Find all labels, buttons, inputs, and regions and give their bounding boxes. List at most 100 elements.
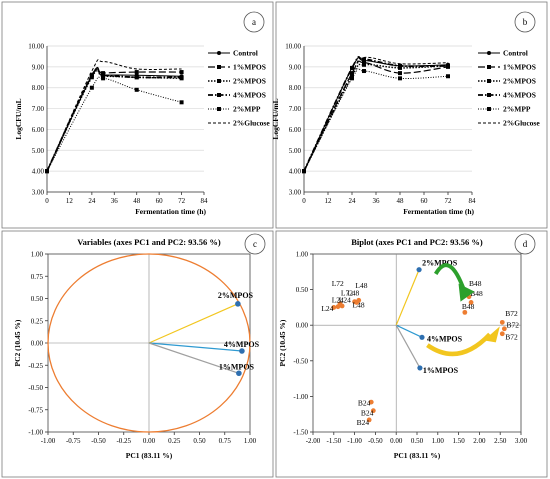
panel-d-green-arrow [433,263,467,293]
panel-c-y-tick-label: -0.25 [28,362,43,370]
panel-a-x-tick-label: 72 [178,197,186,205]
panel-d-y-tick-label: 0.00 [296,322,309,330]
panel-a-y-tick-label: 3.00 [32,189,45,197]
panel-b-series-line [303,67,449,172]
panel-b-data-point [350,71,354,76]
panel-a-x-tick-label: 36 [111,197,119,205]
panel-letter-a-badge: a [243,11,265,33]
panel-c-vector-label: 1%MPOS [219,362,255,371]
panel-a-x-axis-title: Fermentation time (h) [135,207,206,216]
panel-d-x-tick-label: -0.50 [368,437,383,445]
panel-b-data-point [398,65,402,70]
panel-b-legend-marker [487,79,491,83]
panel-b-x-tick-label: 72 [445,197,453,205]
panel-d-x-tick-label: 2.50 [494,437,507,445]
panel-a-legend-label: Control [233,49,258,58]
panel-c-frame [1,230,274,478]
panel-b-legend-label: Control [503,49,528,58]
panel-a-legend-marker [217,93,221,97]
panel-c-variables-plot: Variables (axes PC1 and PC2: 93.56 %) -1.… [13,237,260,460]
panel-a-data-point [89,75,94,80]
panel-a-y-tick-label: 6.00 [32,126,45,134]
panel-d-x-tick-label: -1.00 [347,437,362,445]
panel-d-x-axis-title: PC1 (83.11 %) [394,451,441,460]
panel-b-x-tick-label: 36 [373,197,381,205]
panel-d-observation-point [339,303,345,309]
panel-c-y-tick-label: 0.75 [31,273,44,281]
panel-d-observation-label: L24 [332,295,344,304]
panel-a-series-line [46,76,182,172]
panel-b-legend-marker [487,65,491,69]
panel-a-legend-label: 2%Glucose [233,119,270,128]
panel-b-legend-label: 1%MPOS [503,63,536,72]
panel-c-vector-label: 4%MPOS [224,340,260,349]
panel-d-observation-point [370,408,376,414]
panel-a-x-tick-label: 48 [133,197,141,205]
panel-b-x-axis-title: Fermentation time (h) [403,207,474,216]
panel-b-y-tick-label: 10.00 [285,43,301,51]
panel-c-x-tick-label: -0.50 [91,437,106,445]
panel-c-x-tick-label: -1.00 [41,437,56,445]
panel-b-x-tick-label: 24 [349,197,357,205]
panel-c-x-tick-label: 0.75 [219,437,232,445]
panel-b-data-point [398,71,402,76]
panel-d-vector-label: 2%MPOS [422,259,458,268]
panel-b-series-line [303,56,449,172]
panel-c-x-tick-label: 0.50 [193,437,206,445]
panel-b-legend-label: 2%Glucose [503,119,540,128]
panel-b-data-point [362,57,366,62]
panel-d-observation-label: L24 [339,295,351,304]
panel-c-y-axis-title: PC2 (10.45 %) [13,319,22,366]
panel-c-vector-line [148,342,240,374]
panel-c-y-tick-label: 1.00 [31,251,44,259]
panel-c-title: Variables (axes PC1 and PC2: 93.56 %) [77,237,221,247]
panel-d-observation-label: L24 [321,304,333,313]
panel-d-observation-label: L48 [353,300,365,309]
panel-d-y-tick-label: 1.00 [296,251,309,259]
panel-letter-d-badge: d [514,233,536,255]
panel-c-correlation-circle [47,253,251,433]
panel-b-y-tick-label: 6.00 [289,126,302,134]
panel-d-x-tick-label: 2.00 [473,437,486,445]
panel-a-y-tick-label: 5.00 [32,147,45,155]
panel-d-y-tick-label: 0.50 [296,286,309,294]
panel-a-x-tick-label: 12 [66,197,74,205]
panel-a-data-point [101,76,106,81]
panel-d-observation-label: L48 [347,288,359,297]
panel-b-y-tick-label: 4.00 [289,168,302,176]
panel-a-series-line [46,66,182,172]
panel-b-data-point [350,74,354,79]
panel-a-data-point [101,73,106,78]
panel-d-frame [275,230,548,478]
panel-c-y-tick-label: -0.50 [28,384,43,392]
panel-c-vector-label: 2%MPOS [218,291,254,300]
panel-a-legend-label: 4%MPOS [233,91,266,100]
panel-b-y-tick-label: 8.00 [289,84,302,92]
panel-c-y-tick-label: 0.50 [31,295,44,303]
panel-b-x-tick-label: 0 [302,197,306,205]
panel-b-y-tick-label: 7.00 [289,105,302,113]
panel-b-data-point [350,65,354,70]
panel-b-data-point [350,76,354,81]
panel-b-data-point [362,69,366,74]
panel-b-x-tick-label: 84 [469,197,477,205]
panel-a-data-point [179,100,184,105]
panel-d-x-tick-label: -2.00 [306,437,321,445]
panel-d-observation-point [468,300,474,305]
panel-b-legend-marker [487,51,491,55]
panel-d-vector-line [395,324,423,338]
panel-b-data-point [398,76,402,81]
panel-d-observation-label: B24 [358,399,371,408]
panel-b-data-point [362,60,366,65]
panel-d-yellow-arrow [426,332,492,357]
panel-letter-a: a [252,17,256,27]
panel-d-plot-frame [312,253,522,433]
panel-d-observation-label: B48 [470,289,483,298]
panel-a-data-point [179,70,184,75]
panel-b-legend-label: 2%MPP [503,105,531,114]
panel-c-y-tick-label: 0.25 [31,317,44,325]
panel-c-x-tick-label: -0.25 [116,437,131,445]
panel-b-y-tick-label: 3.00 [289,189,302,197]
panel-b-data-point [446,63,450,68]
